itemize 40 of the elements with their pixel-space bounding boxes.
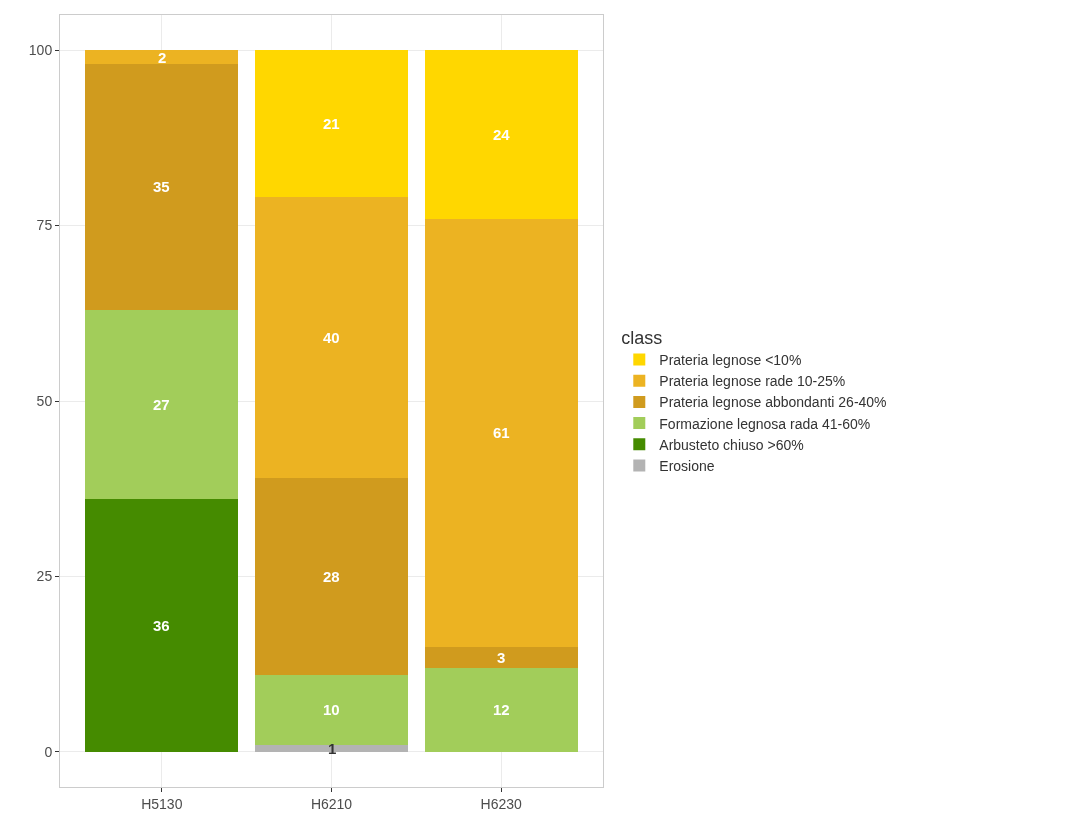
y-tick-label: 25 xyxy=(36,568,53,585)
bar xyxy=(255,50,408,198)
bar xyxy=(255,744,408,752)
y-tick-label: 50 xyxy=(36,392,53,409)
bar xyxy=(255,478,408,675)
legend-label: Formazione legnosa rada 41-60% xyxy=(659,415,871,432)
bar xyxy=(424,646,578,668)
legend-label: Erosione xyxy=(659,457,715,474)
bar xyxy=(85,50,239,65)
data-label: 61 xyxy=(493,424,510,441)
bar xyxy=(424,50,578,219)
data-label: 27 xyxy=(153,396,170,413)
data-label: 12 xyxy=(493,701,510,718)
bar xyxy=(85,499,239,752)
bar xyxy=(255,674,408,745)
data-label: 40 xyxy=(323,329,340,346)
data-label: 24 xyxy=(493,126,511,143)
x-tick-label: H6210 xyxy=(310,795,353,812)
legend-label: Arbusteto chiuso >60% xyxy=(659,436,804,453)
data-label: 28 xyxy=(323,568,340,585)
y-tick-label: 75 xyxy=(36,217,53,234)
data-label: 3 xyxy=(497,649,506,666)
y-tick-label: 0 xyxy=(44,743,53,760)
data-label: 36 xyxy=(153,617,170,634)
data-label: 10 xyxy=(323,701,340,718)
bar xyxy=(85,309,239,500)
bar xyxy=(424,218,578,647)
bar xyxy=(255,197,408,479)
x-tick-label: H6230 xyxy=(480,795,523,812)
bar xyxy=(85,64,239,310)
y-tick-label: 100 xyxy=(28,41,53,58)
bar xyxy=(424,667,578,752)
data-label: 2 xyxy=(158,49,167,66)
data-label: 35 xyxy=(153,178,170,195)
legend-title: class xyxy=(621,327,663,348)
data-label: 21 xyxy=(323,115,340,132)
legend-label: Prateria legnose <10% xyxy=(659,351,802,368)
legend-label: Prateria legnose rade 10-25% xyxy=(659,373,846,390)
legend-label: Prateria legnose abbondanti 26-40% xyxy=(659,394,887,411)
x-tick-label: H5130 xyxy=(141,795,183,812)
